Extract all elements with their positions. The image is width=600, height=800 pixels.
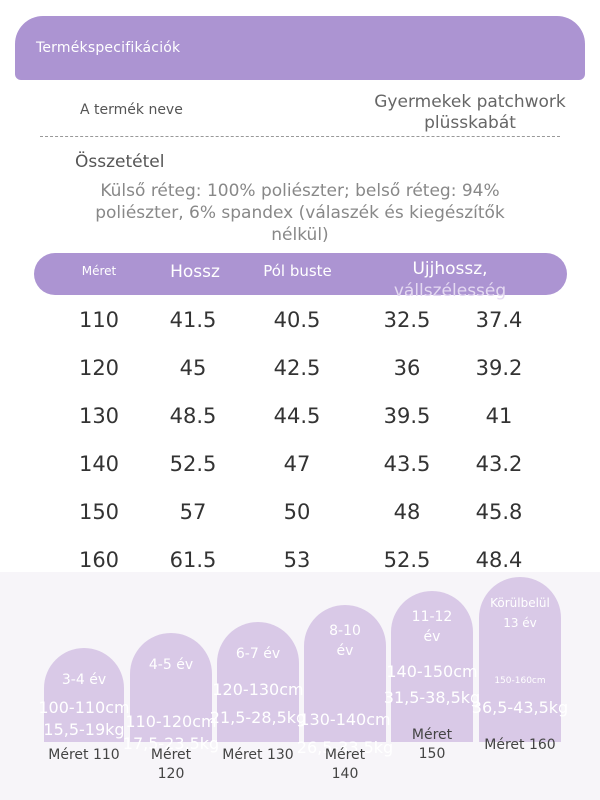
table-cell: 48.5 [169, 404, 217, 428]
column-header-sleeve-line1: Ujjhossz, [412, 259, 488, 279]
column-header-sleeve: Ujjhossz, vállszélesség [365, 258, 535, 302]
size-arch-age: 4-5 év [130, 655, 212, 675]
table-cell: 150 [78, 500, 120, 524]
table-cell: 44.5 [273, 404, 321, 428]
table-cell: 130 [78, 404, 120, 428]
size-arch-weight: 31,5-38,5kg [383, 688, 481, 707]
table-cell: 32.5 [383, 308, 431, 332]
size-arch-age-line: Körülbelül [490, 596, 550, 610]
table-cell: 39.2 [475, 356, 523, 380]
composition-text: Külső réteg: 100% poliészter; belső réte… [60, 180, 540, 246]
size-arch-label: Méret 130 [213, 746, 303, 765]
size-arch [391, 591, 473, 742]
table-header-bar [34, 253, 567, 295]
spec-title: Termékspecifikációk [36, 40, 181, 56]
size-arch-weight: 17,5-23,5kg [122, 734, 220, 753]
size-arch-label-line: 120 [157, 766, 185, 782]
size-arch [44, 648, 124, 742]
table-cell: 50 [283, 500, 311, 524]
size-arch-height: 140-150cm [386, 662, 478, 681]
size-arch-weight: 21,5-28,5kg [209, 708, 307, 727]
table-cell: 42.5 [273, 356, 321, 380]
size-arch-age-line: 11-12 [411, 609, 453, 625]
table-cell: 43.2 [475, 452, 523, 476]
table-cell: 45.8 [475, 500, 523, 524]
size-arch-label-line: Méret [411, 727, 453, 743]
table-cell: 45 [179, 356, 207, 380]
table-cell: 43.5 [383, 452, 431, 476]
table-cell: 53 [283, 548, 311, 572]
size-arch-label-line: 150 [418, 746, 446, 762]
size-arch-age-line: 13 év [503, 616, 537, 630]
table-cell: 140 [78, 452, 120, 476]
table-cell: 48.4 [475, 548, 523, 572]
size-arch-height: 150-160cm [494, 676, 546, 686]
size-arch-label-line: 140 [331, 766, 359, 782]
spec-header-bar [15, 16, 585, 80]
table-cell: 47 [283, 452, 311, 476]
size-arch-age-line: év [336, 643, 354, 659]
table-cell: 120 [78, 356, 120, 380]
size-arch-label-line: Méret [150, 747, 192, 763]
size-arch-age-text: 6-7 év [235, 646, 281, 662]
size-arch [479, 577, 561, 742]
product-name-label: A termék neve [80, 102, 183, 118]
table-cell: 41 [485, 404, 513, 428]
table-cell: 160 [78, 548, 120, 572]
composition-line2: poliészter, 6% spandex (válaszék és kieg… [95, 203, 505, 223]
composition-line3: nélkül) [271, 225, 329, 245]
size-arch-height: 120-130cm [212, 680, 304, 699]
table-cell: 40.5 [273, 308, 321, 332]
size-arch-age-line: év [423, 629, 441, 645]
size-arch-weight: 36,5-43,5kg [471, 698, 569, 717]
table-cell: 52.5 [383, 548, 431, 572]
column-header-size: Méret [81, 264, 117, 278]
size-arch [130, 633, 212, 742]
size-arch-height: 130-140cm [299, 710, 391, 729]
size-guide-area: 3-4 év 100-110cm 15,5-19kg Méret 110 4-5 év 1… [0, 572, 600, 800]
size-arch-label-line: Méret 110 [48, 747, 120, 763]
size-arch-age: 3-4 év [44, 670, 124, 690]
size-arch-age: 6-7 év [217, 644, 299, 664]
size-arch-label: Méret 140 [300, 746, 390, 784]
product-name-line2: plüsskabát [424, 113, 516, 133]
size-arch-age-text: 4-5 év [148, 657, 194, 673]
size-arch-age: 11-12 év [391, 607, 473, 647]
size-arch-height: 110-120cm [125, 712, 217, 731]
product-name-line1: Gyermekek patchwork [374, 92, 566, 112]
table-cell: 37.4 [475, 308, 523, 332]
product-name-value: Gyermekek patchwork plüsskabát [355, 92, 585, 134]
table-cell: 36 [393, 356, 421, 380]
size-arch [217, 622, 299, 742]
size-arch-label: Méret 120 [126, 746, 216, 784]
column-header-length: Hossz [170, 262, 220, 282]
table-cell: 110 [78, 308, 120, 332]
size-arch-label: Méret 110 [39, 746, 129, 765]
size-arch-weight: 26,5-33,5kg [296, 738, 394, 757]
size-arch-weight: 15,5-19kg [43, 720, 125, 739]
column-header-bust: Pól buste [263, 262, 332, 280]
table-cell: 52.5 [169, 452, 217, 476]
column-header-sleeve-line2: vállszélesség [393, 281, 507, 301]
table-cell: 57 [179, 500, 207, 524]
size-arch-label-line: Méret [324, 747, 366, 763]
composition-label: Összetétel [75, 152, 165, 172]
size-arch-age-line: 8-10 [329, 623, 361, 639]
table-cell: 41.5 [169, 308, 217, 332]
size-arch-age: 8-10 év [304, 621, 386, 661]
size-arch-height: 100-110cm [38, 698, 130, 717]
table-cell: 61.5 [169, 548, 217, 572]
table-cell: 39.5 [383, 404, 431, 428]
size-arch-label-line: Méret 160 [484, 737, 556, 753]
dashed-divider [40, 136, 560, 137]
size-arch-age: Körülbelül 13 év [479, 593, 561, 633]
size-arch-age-text: 3-4 év [61, 672, 107, 688]
size-arch-label: Méret 150 [387, 726, 477, 764]
size-arch-label-line: Méret 130 [222, 747, 294, 763]
table-cell: 48 [393, 500, 421, 524]
composition-line1: Külső réteg: 100% poliészter; belső réte… [100, 181, 500, 201]
size-arch-label: Méret 160 [475, 736, 565, 755]
size-arch [304, 605, 386, 742]
